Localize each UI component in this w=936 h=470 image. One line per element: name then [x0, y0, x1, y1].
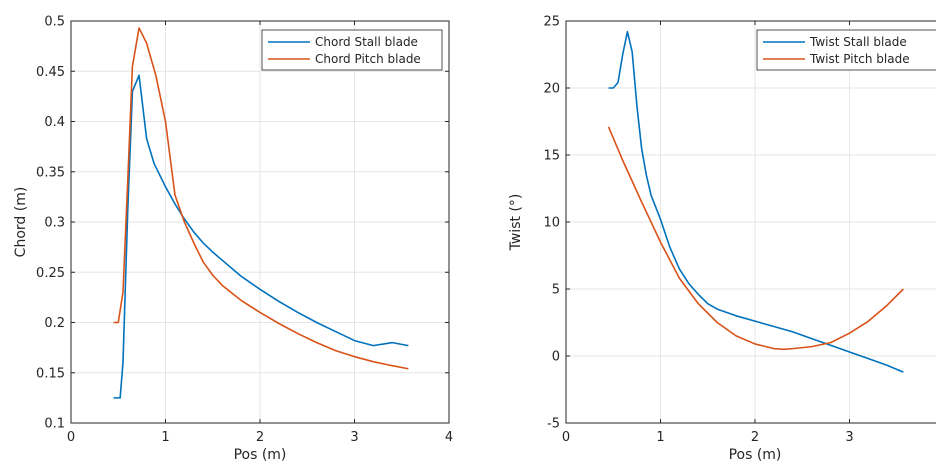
- twist-series-line-stall: [608, 30, 904, 373]
- twist-legend: Twist Stall blade Twist Pitch blade: [756, 29, 936, 71]
- twist-series-line-pitch: [607, 126, 904, 351]
- chord-xtick-label: 0: [67, 430, 75, 445]
- chord-ytick-label: 0.45: [36, 65, 65, 80]
- chord-series-line-stall: [113, 74, 409, 399]
- chord-ytick-label: 0.25: [36, 266, 65, 281]
- chord-xtick-label: 4: [445, 430, 453, 445]
- twist-ytick-label: 0: [552, 350, 560, 365]
- twist-xtick-label: 2: [751, 430, 759, 445]
- chord-ytick-label: 0.2: [44, 316, 65, 331]
- twist-y-axis-label: Twist (°): [508, 194, 524, 252]
- chord-x-axis-label: Pos (m): [234, 447, 287, 463]
- twist-legend-label: Twist Stall blade: [809, 35, 907, 49]
- chord-legend-box: [261, 29, 443, 71]
- chord-ytick-label: 0.4: [44, 115, 65, 130]
- twist-x-axis-label: Pos (m): [729, 447, 782, 463]
- chord-legend: Chord Stall blade Chord Pitch blade: [261, 29, 443, 71]
- chord-xtick-label: 2: [256, 430, 264, 445]
- chord-y-axis-label: Chord (m): [13, 187, 29, 258]
- twist-xtick-label: 3: [845, 430, 853, 445]
- twist-ytick-label: 5: [552, 283, 560, 298]
- twist-ytick-label: 10: [543, 216, 560, 231]
- chord-series-line-pitch: [113, 27, 409, 370]
- twist-legend-box: [756, 29, 936, 71]
- twist-xtick-label: 0: [562, 430, 570, 445]
- chord-legend-label: Chord Pitch blade: [315, 52, 421, 66]
- twist-ytick-label: 15: [543, 149, 560, 164]
- chord-xtick-label: 1: [161, 430, 169, 445]
- twist-ytick-label: 25: [543, 15, 560, 30]
- twist-ytick-label: 20: [543, 82, 560, 97]
- twist-ytick-label: -5: [547, 417, 560, 432]
- chord-chart: 0 1 2 3 4 0.1 0.15 0.2 0.25 0.3 0.35 0.4 0.45 0.5 Pos …: [13, 15, 453, 464]
- twist-legend-label: Twist Pitch blade: [809, 52, 910, 66]
- chord-ytick-label: 0.5: [44, 15, 65, 30]
- chord-ytick-label: 0.35: [36, 165, 65, 180]
- chord-ytick-label: 0.1: [44, 417, 65, 432]
- chord-xtick-label: 3: [350, 430, 358, 445]
- chord-legend-label: Chord Stall blade: [315, 35, 418, 49]
- chord-ytick-label: 0.15: [36, 366, 65, 381]
- twist-xtick-label: 1: [656, 430, 664, 445]
- chord-ytick-label: 0.3: [44, 216, 65, 231]
